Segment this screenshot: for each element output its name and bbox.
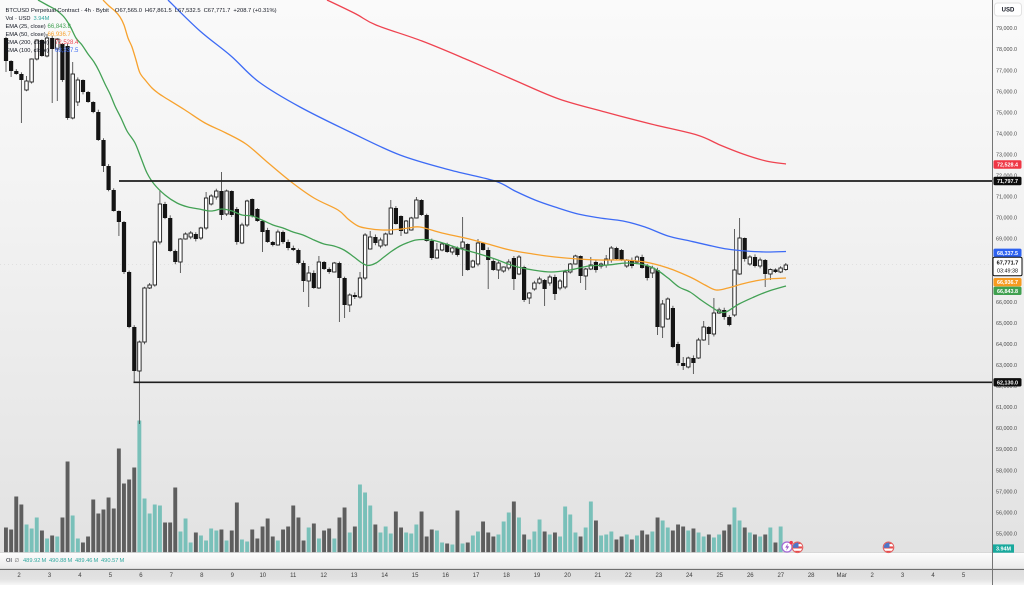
svg-text:67,771.7: 67,771.7: [997, 261, 1019, 267]
svg-text:3: 3: [48, 573, 52, 579]
svg-text:25: 25: [716, 573, 723, 579]
svg-text:60,000.0: 60,000.0: [996, 426, 1017, 432]
svg-text:24: 24: [686, 573, 693, 579]
svg-text:3: 3: [901, 573, 905, 579]
svg-text:55,000.0: 55,000.0: [996, 531, 1017, 537]
svg-text:OI: OI: [6, 558, 12, 564]
svg-text:10: 10: [259, 573, 266, 579]
svg-text:58,000.0: 58,000.0: [996, 468, 1017, 474]
svg-text:EMA (200, close): EMA (200, close): [6, 40, 49, 46]
svg-text:73,000.0: 73,000.0: [996, 153, 1017, 159]
svg-text:27: 27: [777, 573, 784, 579]
svg-text:22: 22: [625, 573, 632, 579]
svg-text:26: 26: [747, 573, 754, 579]
svg-text:56,000.0: 56,000.0: [996, 510, 1017, 516]
svg-text:75,000.0: 75,000.0: [996, 110, 1017, 116]
svg-text:57,000.0: 57,000.0: [996, 489, 1017, 495]
svg-text:64,000.0: 64,000.0: [996, 342, 1017, 348]
svg-text:5: 5: [109, 573, 113, 579]
svg-text:66,936.7: 66,936.7: [997, 280, 1018, 286]
svg-text:15: 15: [412, 573, 419, 579]
svg-text:EMA (100, close): EMA (100, close): [6, 48, 49, 54]
svg-text:71,797.7: 71,797.7: [997, 179, 1018, 185]
svg-text:16: 16: [442, 573, 449, 579]
svg-text:65,000.0: 65,000.0: [996, 321, 1017, 327]
svg-text:66,843.8: 66,843.8: [997, 289, 1018, 295]
svg-text:77,000.0: 77,000.0: [996, 68, 1017, 74]
svg-text:23: 23: [656, 573, 663, 579]
svg-text:8: 8: [200, 573, 204, 579]
svg-text:USD: USD: [1002, 8, 1015, 14]
svg-text:62,000.0: 62,000.0: [996, 384, 1017, 390]
svg-text:20: 20: [564, 573, 571, 579]
svg-text:EMA (50, close): EMA (50, close): [6, 32, 46, 38]
svg-text:76,000.0: 76,000.0: [996, 89, 1017, 95]
svg-text:2: 2: [871, 573, 875, 579]
svg-text:Vol · USD: Vol · USD: [6, 16, 31, 22]
svg-text:3.94M: 3.94M: [996, 547, 1011, 553]
svg-text:14: 14: [381, 573, 388, 579]
svg-text:59,000.0: 59,000.0: [996, 447, 1017, 453]
svg-text:72,528.4: 72,528.4: [997, 163, 1018, 169]
svg-text:66,843.8: 66,843.8: [48, 24, 72, 30]
svg-text:489.46 M: 489.46 M: [75, 558, 99, 564]
svg-text:BTCUSD Perpetual Contract · 4h: BTCUSD Perpetual Contract · 4h · Bybit O6…: [6, 8, 277, 14]
svg-text:21: 21: [595, 573, 602, 579]
svg-text:03:49:38: 03:49:38: [997, 268, 1018, 274]
svg-text:74,000.0: 74,000.0: [996, 131, 1017, 137]
svg-text:78,000.0: 78,000.0: [996, 47, 1017, 53]
svg-text:Mar: Mar: [837, 573, 847, 579]
svg-text:13: 13: [351, 573, 358, 579]
svg-text:9: 9: [231, 573, 235, 579]
svg-text:61,000.0: 61,000.0: [996, 405, 1017, 411]
svg-text:490.57 M: 490.57 M: [101, 558, 125, 564]
svg-text:68,337.5: 68,337.5: [997, 251, 1018, 257]
svg-text:66,000.0: 66,000.0: [996, 300, 1017, 306]
svg-text:18: 18: [503, 573, 510, 579]
svg-text:3.94M: 3.94M: [34, 16, 50, 22]
svg-text:4: 4: [931, 573, 935, 579]
svg-text:69,000.0: 69,000.0: [996, 237, 1017, 243]
svg-text:66,936.7: 66,936.7: [48, 32, 72, 38]
svg-text:72,000.0: 72,000.0: [996, 174, 1017, 180]
svg-text:EMA (25, close): EMA (25, close): [6, 24, 46, 30]
svg-text:79,000.0: 79,000.0: [996, 26, 1017, 32]
svg-text:68,337.5: 68,337.5: [55, 48, 79, 54]
svg-text:∅: ∅: [15, 557, 20, 564]
svg-text:4: 4: [78, 573, 82, 579]
svg-text:28: 28: [808, 573, 815, 579]
svg-text:17: 17: [473, 573, 480, 579]
svg-text:490.88 M: 490.88 M: [49, 558, 73, 564]
svg-text:6: 6: [139, 573, 143, 579]
svg-text:71,000.0: 71,000.0: [996, 195, 1017, 201]
svg-text:7: 7: [170, 573, 174, 579]
svg-text:19: 19: [534, 573, 541, 579]
svg-text:72,528.4: 72,528.4: [55, 40, 79, 46]
svg-text:63,000.0: 63,000.0: [996, 363, 1017, 369]
svg-text:2: 2: [17, 573, 21, 579]
svg-text:5: 5: [962, 573, 966, 579]
svg-text:70,000.0: 70,000.0: [996, 216, 1017, 222]
svg-text:62,130.0: 62,130.0: [997, 380, 1018, 386]
svg-text:11: 11: [290, 573, 297, 579]
svg-text:489.92 M: 489.92 M: [23, 558, 47, 564]
svg-text:12: 12: [320, 573, 327, 579]
